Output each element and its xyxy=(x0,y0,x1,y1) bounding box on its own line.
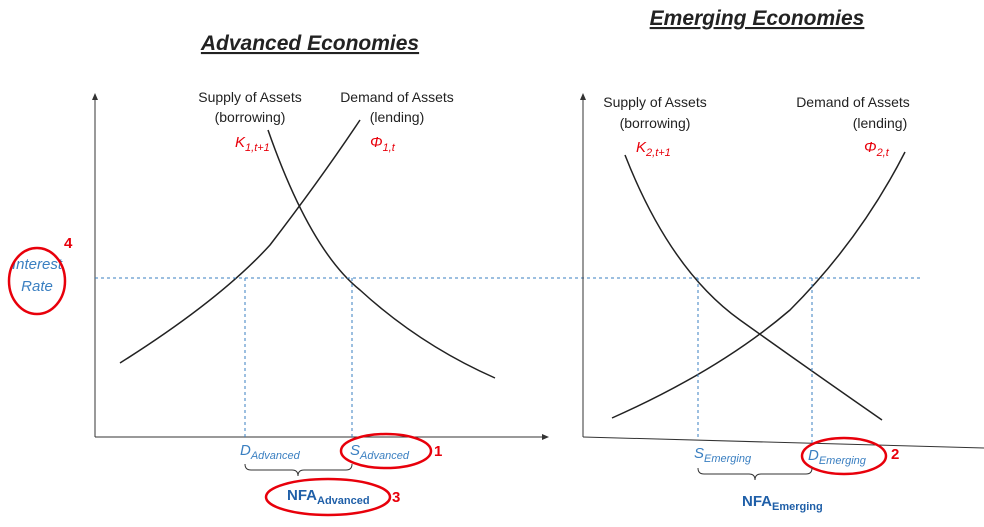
demand-label: (lending) xyxy=(370,109,424,125)
nfa-label: NFAAdvanced xyxy=(287,487,370,507)
demand-label: Demand of Assets xyxy=(796,94,910,110)
x-label: SAdvanced xyxy=(350,442,410,462)
supply-label: Supply of Assets xyxy=(198,89,302,105)
x-axis xyxy=(582,436,984,449)
demand-label: Demand of Assets xyxy=(340,89,454,105)
supply-label: Supply of Assets xyxy=(603,94,707,110)
x-label: DAdvanced xyxy=(240,442,301,462)
marker: 2 xyxy=(891,446,899,463)
highlight xyxy=(339,432,433,470)
x-label: SEmerging xyxy=(694,445,752,465)
demand-curve xyxy=(611,151,906,419)
panel-title: Emerging Economies xyxy=(650,7,865,30)
supply-label: (borrowing) xyxy=(215,109,286,125)
demand-symbol: Φ2,t xyxy=(864,139,890,159)
marker: 1 xyxy=(434,443,442,460)
demand-label: (lending) xyxy=(853,115,907,131)
nfa-label: NFAEmerging xyxy=(742,493,823,513)
supply-symbol: K2,t+1 xyxy=(636,139,671,159)
highlight xyxy=(7,246,67,316)
supply-curve xyxy=(624,154,883,421)
demand-curve xyxy=(119,119,361,364)
brace xyxy=(697,467,813,481)
supply-label: (borrowing) xyxy=(620,115,691,131)
highlight xyxy=(264,477,392,517)
highlight xyxy=(800,436,888,476)
marker: 3 xyxy=(392,489,400,506)
x-label: DEmerging xyxy=(808,447,867,467)
guide-lines xyxy=(95,277,922,437)
demand-symbol: Φ1,t xyxy=(370,134,396,154)
guide-lines xyxy=(697,278,813,443)
panel-title: Advanced Economies xyxy=(200,32,419,55)
supply-curve xyxy=(267,129,496,379)
supply-symbol: K1,t+1 xyxy=(235,134,270,154)
marker: 4 xyxy=(64,235,73,252)
interest-label: Interest xyxy=(12,256,63,273)
brace xyxy=(244,463,353,477)
interest-label: Rate xyxy=(21,278,53,295)
